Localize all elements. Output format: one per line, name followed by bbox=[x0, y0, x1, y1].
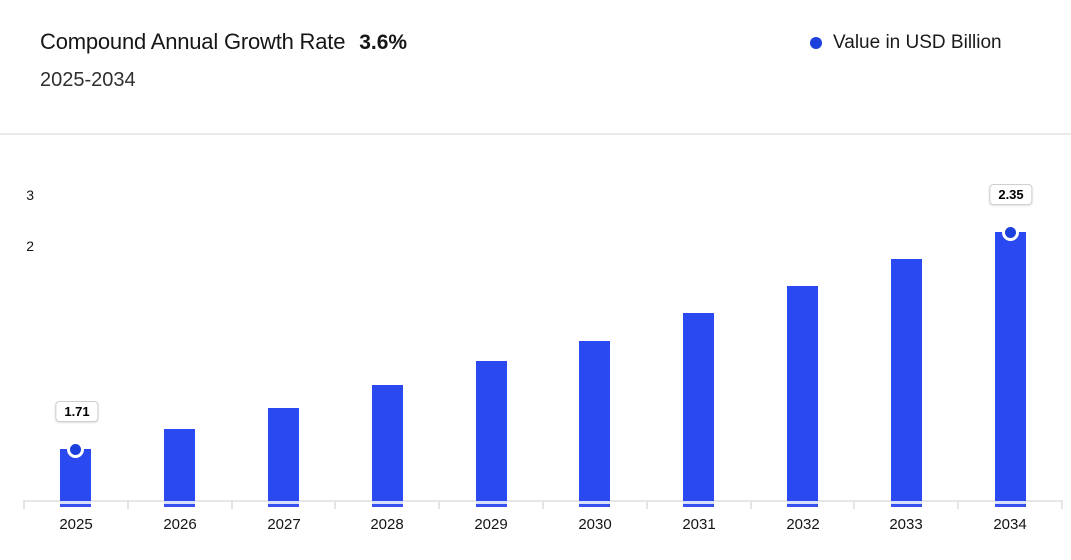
bar-foot-strip bbox=[683, 504, 714, 507]
bar-baseline-gap bbox=[891, 501, 922, 504]
x-axis-tick bbox=[750, 500, 752, 509]
x-axis-label-2034: 2034 bbox=[993, 516, 1027, 533]
data-point-marker-2034[interactable] bbox=[1002, 224, 1019, 241]
bar-2030[interactable] bbox=[579, 341, 610, 507]
x-axis-label-2031: 2031 bbox=[682, 516, 716, 533]
x-axis-tick bbox=[542, 500, 544, 509]
bar-2028[interactable] bbox=[372, 385, 403, 507]
header-divider bbox=[0, 133, 1071, 135]
bar-foot-strip bbox=[787, 504, 818, 507]
bar-baseline-gap bbox=[372, 501, 403, 504]
bar-foot-strip bbox=[60, 504, 91, 507]
x-axis-label-2033: 2033 bbox=[889, 516, 923, 533]
bar-body bbox=[787, 286, 818, 501]
x-axis-tick bbox=[853, 500, 855, 509]
bar-baseline-gap bbox=[579, 501, 610, 504]
bar-body bbox=[372, 385, 403, 501]
legend-label: Value in USD Billion bbox=[833, 32, 1002, 53]
bar-foot-strip bbox=[476, 504, 507, 507]
bar-body bbox=[164, 429, 195, 501]
x-axis-label-2032: 2032 bbox=[786, 516, 820, 533]
bar-foot-strip bbox=[268, 504, 299, 507]
x-axis-tick bbox=[438, 500, 440, 509]
x-axis-tick bbox=[23, 500, 25, 509]
bar-baseline-gap bbox=[60, 501, 91, 504]
x-axis-label-2029: 2029 bbox=[474, 516, 508, 533]
chart-title: Compound Annual Growth Rate bbox=[40, 29, 346, 54]
legend-item-value[interactable]: Value in USD Billion bbox=[810, 32, 1002, 54]
bar-body bbox=[268, 408, 299, 501]
x-axis-label-2026: 2026 bbox=[163, 516, 197, 533]
x-axis-label-2030: 2030 bbox=[578, 516, 612, 533]
bar-foot-strip bbox=[891, 504, 922, 507]
value-tooltip-2034: 2.35 bbox=[989, 184, 1033, 205]
chart-subtitle: 2025-2034 bbox=[40, 69, 136, 91]
x-axis-tick bbox=[646, 500, 648, 509]
x-axis-label-2025: 2025 bbox=[59, 516, 93, 533]
value-tooltip-2025: 1.71 bbox=[55, 401, 99, 422]
bar-body bbox=[579, 341, 610, 501]
bar-body bbox=[891, 259, 922, 501]
chart-title-row: Compound Annual Growth Rate 3.6% bbox=[40, 29, 407, 55]
bar-foot-strip bbox=[995, 504, 1026, 507]
bar-baseline-gap bbox=[995, 501, 1026, 504]
x-axis-tick bbox=[231, 500, 233, 509]
bar-body bbox=[683, 313, 714, 501]
bar-foot-strip bbox=[579, 504, 610, 507]
bar-2029[interactable] bbox=[476, 361, 507, 507]
x-axis-tick bbox=[957, 500, 959, 509]
bar-body bbox=[476, 361, 507, 501]
x-axis-label-2027: 2027 bbox=[267, 516, 301, 533]
bar-2032[interactable] bbox=[787, 286, 818, 507]
bar-body bbox=[995, 232, 1026, 501]
legend-marker-icon bbox=[810, 37, 822, 49]
bar-foot-strip bbox=[164, 504, 195, 507]
cagr-value: 3.6% bbox=[359, 31, 408, 54]
bar-2027[interactable] bbox=[268, 408, 299, 507]
bar-2033[interactable] bbox=[891, 259, 922, 507]
x-axis-tick bbox=[334, 500, 336, 509]
bar-baseline-gap bbox=[268, 501, 299, 504]
bar-baseline-gap bbox=[683, 501, 714, 504]
y-axis-label: 2 bbox=[26, 238, 34, 254]
x-axis-label-2028: 2028 bbox=[370, 516, 404, 533]
bar-2034[interactable] bbox=[995, 232, 1026, 507]
x-axis-tick bbox=[1061, 500, 1063, 509]
bar-2026[interactable] bbox=[164, 429, 195, 507]
bar-baseline-gap bbox=[787, 501, 818, 504]
data-point-marker-2025[interactable] bbox=[67, 441, 84, 458]
x-axis-tick bbox=[127, 500, 129, 509]
bar-baseline-gap bbox=[164, 501, 195, 504]
bar-baseline-gap bbox=[476, 501, 507, 504]
bar-foot-strip bbox=[372, 504, 403, 507]
bar-2031[interactable] bbox=[683, 313, 714, 507]
y-axis-label: 3 bbox=[26, 187, 34, 203]
